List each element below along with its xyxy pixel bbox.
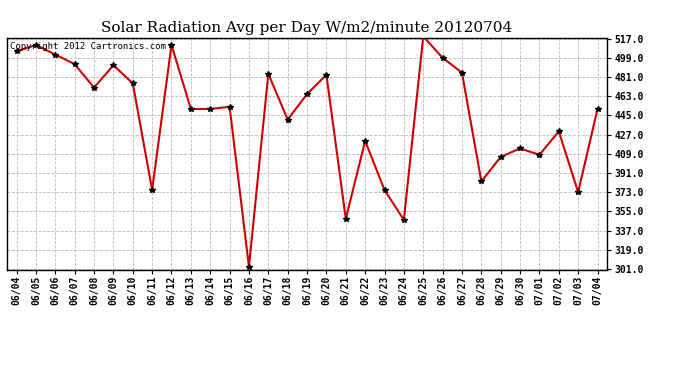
Text: Copyright 2012 Cartronics.com: Copyright 2012 Cartronics.com: [10, 42, 166, 51]
Title: Solar Radiation Avg per Day W/m2/minute 20120704: Solar Radiation Avg per Day W/m2/minute …: [101, 21, 513, 35]
